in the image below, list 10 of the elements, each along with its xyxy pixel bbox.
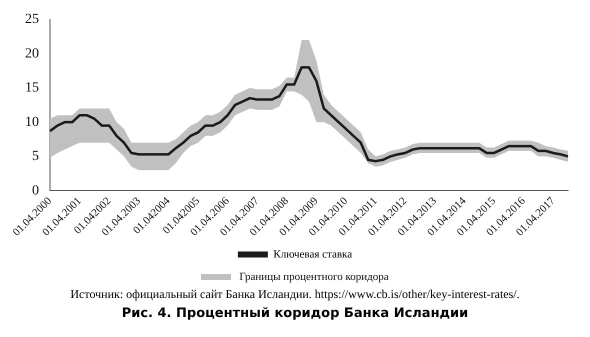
y-tick-label: 5 (32, 149, 39, 164)
y-tick-label: 10 (25, 114, 39, 130)
y-tick-label: 25 (25, 12, 39, 28)
text: Источник: официальный сайт Банка Исландии. https://www.cb.is/other/key-interest-rates/. (69, 287, 521, 302)
y-tick-label: 15 (25, 80, 39, 96)
y-tick-label: 0 (32, 183, 39, 198)
text: Границы процентного коридора (239, 271, 389, 283)
legend-label: Ключевая ставка (273, 248, 352, 260)
y-tick-label: 20 (25, 46, 39, 62)
text: Рис. 4. Процентный коридор Банка Исландии (120, 306, 470, 321)
